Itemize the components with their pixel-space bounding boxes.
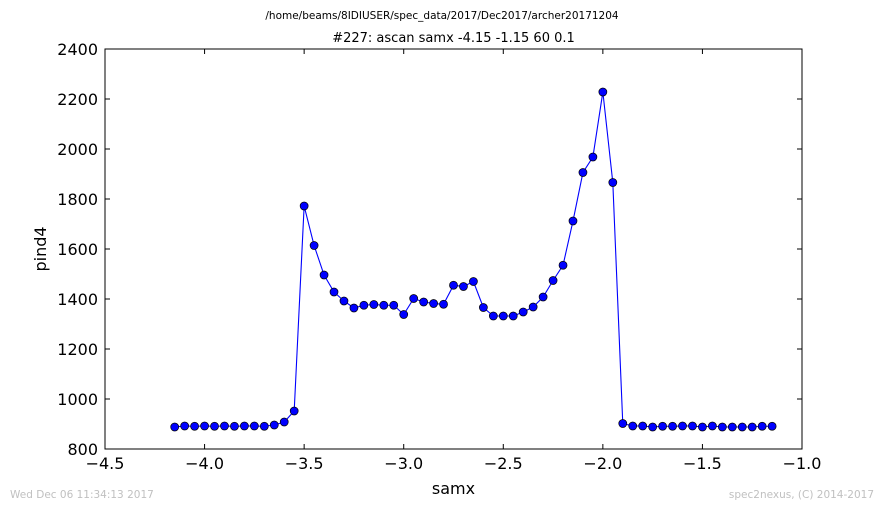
data-point	[717, 422, 727, 432]
data-point	[688, 421, 697, 431]
x-tick-label: −2.5	[484, 454, 523, 473]
footer-credit: spec2nexus, (C) 2014-2017	[729, 489, 874, 501]
y-tick-label: 1600	[57, 240, 98, 259]
data-point	[200, 421, 209, 431]
y-tick-label: 1400	[57, 290, 98, 309]
data-point	[598, 87, 608, 97]
data-point	[369, 300, 379, 309]
data-point	[289, 406, 299, 416]
data-point	[419, 297, 428, 307]
data-point	[259, 421, 269, 431]
data-point	[678, 421, 687, 431]
data-point	[518, 307, 528, 317]
y-tick-label: 1800	[57, 190, 98, 209]
data-point	[469, 277, 478, 286]
data-point	[439, 299, 448, 309]
data-point	[180, 421, 190, 431]
data-point	[608, 178, 618, 187]
data-point	[250, 421, 259, 431]
data-point	[319, 270, 329, 280]
data-point	[558, 260, 568, 270]
data-point	[429, 299, 438, 308]
data-point	[210, 421, 219, 431]
y-tick-label: 2400	[57, 40, 98, 59]
data-point	[379, 300, 389, 310]
data-point	[170, 422, 180, 432]
data-point	[449, 280, 458, 290]
data-point	[648, 422, 657, 432]
data-point	[389, 300, 399, 310]
figure-suptitle: /home/beams/8IDIUSER/spec_data/2017/Dec2…	[265, 10, 619, 22]
x-axis: −4.5 −4.0 −3.5 −3.0 −2.5 −2.0 −1.5 −1.0	[86, 49, 822, 473]
y-tick-label: 1000	[57, 390, 98, 409]
data-point	[488, 311, 498, 321]
data-point	[479, 303, 488, 312]
data-point	[349, 303, 359, 313]
axes-frame	[104, 48, 803, 450]
data-point	[279, 417, 289, 427]
series-line	[174, 91, 773, 428]
footer-timestamp: Wed Dec 06 11:34:13 2017	[10, 489, 154, 501]
x-tick-label: −3.5	[285, 454, 324, 473]
data-point	[240, 421, 249, 431]
x-tick-label: −1.5	[683, 454, 722, 473]
data-point	[737, 422, 747, 432]
data-point	[299, 201, 309, 211]
y-tick-label: 2200	[57, 90, 98, 109]
y-axis-label: pind4	[31, 226, 50, 271]
data-point	[727, 422, 737, 432]
x-tick-label: −1.0	[783, 454, 822, 473]
data-point	[230, 421, 239, 431]
x-tick-label: −3.0	[384, 454, 423, 473]
x-tick-label: −4.5	[86, 454, 125, 473]
data-point	[409, 294, 419, 303]
data-point	[498, 311, 508, 321]
y-tick-label: 800	[67, 440, 98, 459]
data-point	[508, 311, 518, 321]
data-point	[399, 310, 409, 319]
x-tick-label: −2.0	[583, 454, 622, 473]
x-axis-label: samx	[432, 479, 475, 498]
y-axis: 800 1000 1200 1400 1600 1800 2000 2200 2400	[57, 40, 802, 459]
data-point	[548, 276, 558, 285]
data-point	[339, 296, 349, 306]
data-point	[708, 421, 717, 431]
x-tick-label: −4.0	[185, 454, 224, 473]
data-point	[578, 168, 588, 177]
data-point	[698, 422, 707, 432]
data-point	[359, 300, 369, 310]
data-point	[747, 422, 757, 432]
data-point	[588, 152, 598, 162]
data-point	[190, 421, 199, 431]
data-point	[757, 421, 767, 431]
y-tick-label: 2000	[57, 140, 98, 159]
data-point	[568, 216, 578, 226]
data-point	[658, 421, 667, 431]
chart-title: #227: ascan samx -4.15 -1.15 60 0.1	[332, 31, 575, 46]
data-point	[638, 421, 648, 431]
y-tick-label: 1200	[57, 340, 98, 359]
data-point	[309, 241, 319, 250]
data-point	[269, 420, 279, 430]
data-point	[668, 421, 677, 431]
plot-area	[170, 87, 777, 432]
data-point	[628, 421, 638, 431]
data-point	[459, 282, 468, 291]
data-point	[329, 287, 339, 297]
data-point	[538, 292, 548, 302]
data-point	[618, 419, 628, 428]
data-point	[528, 302, 538, 312]
data-point	[220, 421, 229, 431]
data-point	[767, 421, 777, 431]
